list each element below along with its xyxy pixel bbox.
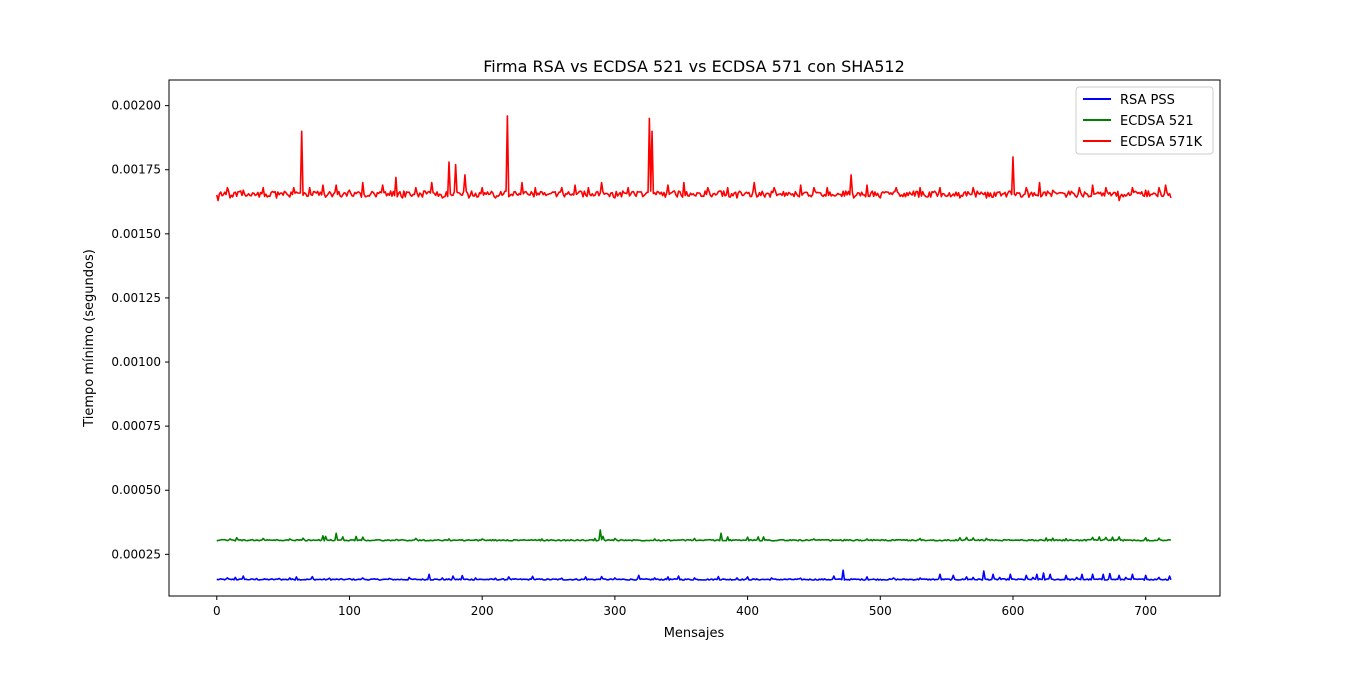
y-tick-label: 0.00150 bbox=[111, 227, 161, 241]
legend-label-ecdsa-521: ECDSA 521 bbox=[1120, 114, 1194, 129]
x-tick-label: 500 bbox=[869, 604, 892, 618]
x-tick-label: 200 bbox=[471, 604, 494, 618]
ecdsa-521-line bbox=[216, 529, 1171, 542]
y-axis: 0.00025 0.00050 0.00075 0.00100 0.00125 0.001… bbox=[111, 99, 169, 561]
y-tick-label: 0.00125 bbox=[111, 291, 161, 305]
x-tick-label: 400 bbox=[736, 604, 759, 618]
y-tick-label: 0.00075 bbox=[111, 419, 161, 433]
x-tick-label: 700 bbox=[1134, 604, 1157, 618]
legend-box bbox=[1075, 86, 1214, 155]
x-axis: 0 100 200 300 400 500 600 700 bbox=[213, 596, 1157, 618]
y-tick-label: 0.00025 bbox=[111, 547, 161, 561]
legend-label-ecdsa-571k: ECDSA 571K bbox=[1120, 135, 1203, 150]
rsa-pss-line bbox=[216, 569, 1172, 581]
y-tick-label: 0.00050 bbox=[111, 483, 161, 497]
x-tick-label: 100 bbox=[338, 604, 361, 618]
x-tick-label: 0 bbox=[213, 604, 221, 618]
legend: RSA PSS ECDSA 521 ECDSA 571K bbox=[1075, 86, 1214, 155]
chart-title: Firma RSA vs ECDSA 521 vs ECDSA 571 con … bbox=[483, 57, 905, 76]
y-tick-label: 0.00100 bbox=[111, 355, 161, 369]
plot-lines bbox=[215, 115, 1172, 581]
legend-label-rsa: RSA PSS bbox=[1120, 93, 1175, 108]
y-tick-label: 0.00175 bbox=[111, 163, 161, 177]
y-axis-label: Tiempo mínimo (segundos) bbox=[82, 249, 97, 428]
axes-frame bbox=[168, 79, 1221, 597]
x-axis-label: Mensajes bbox=[664, 626, 725, 641]
x-tick-label: 600 bbox=[1002, 604, 1025, 618]
x-tick-label: 300 bbox=[603, 604, 626, 618]
ecdsa-571k-line bbox=[215, 115, 1172, 202]
y-tick-label: 0.00200 bbox=[111, 99, 161, 113]
